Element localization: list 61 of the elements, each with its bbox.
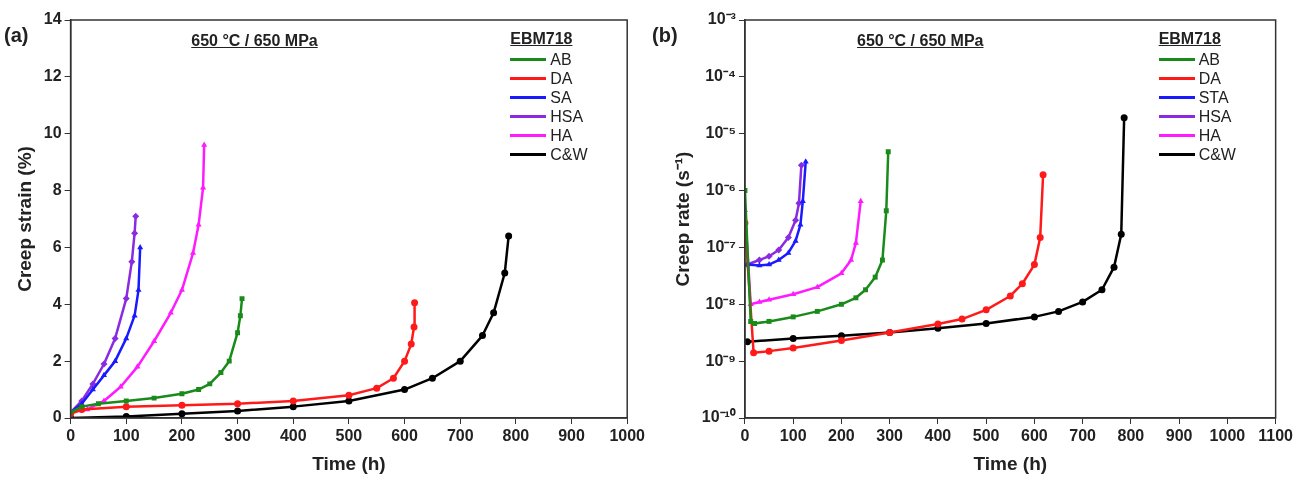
y-tick-label: 14 <box>43 10 62 28</box>
y-tick-label: 12 <box>43 67 62 85</box>
legend-label: DA <box>550 69 573 88</box>
legend-title: EBM718 <box>1158 30 1222 48</box>
legend-label: AB <box>550 50 572 69</box>
y-tick-label: 10⁻³ <box>707 10 736 28</box>
x-tick-label: 0 <box>740 427 750 445</box>
x-tick-label: 400 <box>924 427 952 445</box>
y-tick-label: 10⁻⁵ <box>705 124 736 142</box>
y-tick-label: 10⁻⁸ <box>705 294 736 312</box>
y-axis-title: Creep rate (s⁻¹) <box>671 151 693 287</box>
x-tick-label: 100 <box>112 427 140 445</box>
y-tick-label: 10⁻¹⁰ <box>701 408 736 426</box>
y-tick-label: 10⁻⁴ <box>705 67 736 85</box>
x-tick-label: 800 <box>1117 427 1145 445</box>
legend-label: HSA <box>1198 107 1232 126</box>
x-tick-label: 700 <box>1069 427 1097 445</box>
x-tick-label: 600 <box>391 427 419 445</box>
legend-label: DA <box>1198 69 1221 88</box>
x-tick-label: 1100 <box>1258 427 1294 445</box>
legend-label: HA <box>550 126 573 145</box>
text: 650 °C / 650 MPa <box>857 32 984 50</box>
x-tick-label: 1000 <box>1209 427 1246 445</box>
text: (b) <box>652 24 678 47</box>
x-tick-label: 700 <box>446 427 474 445</box>
x-tick-label: 900 <box>1165 427 1193 445</box>
y-tick-label: 8 <box>52 180 62 198</box>
x-axis-title: Time (h) <box>312 452 386 474</box>
x-tick-label: 1000 <box>609 427 646 445</box>
x-axis-title: Time (h) <box>973 452 1048 474</box>
y-axis-title: Creep strain (%) <box>13 146 35 292</box>
x-tick-label: 500 <box>335 427 363 445</box>
x-tick-label: 200 <box>828 427 855 445</box>
y-tick-label: 10⁻⁷ <box>706 237 736 255</box>
y-tick-label: 10⁻⁶ <box>705 180 736 198</box>
x-tick-label: 300 <box>224 427 252 445</box>
y-tick-label: 4 <box>52 294 62 312</box>
legend-label: HA <box>1198 126 1221 145</box>
legend-label: STA <box>1198 88 1229 107</box>
y-tick-label: 0 <box>52 408 62 426</box>
x-tick-label: 200 <box>168 427 196 445</box>
x-tick-label: 800 <box>502 427 530 445</box>
y-tick-label: 2 <box>52 351 62 369</box>
x-tick-label: 500 <box>972 427 1000 445</box>
text: 650 °C / 650 MPa <box>191 32 318 50</box>
legend-label: AB <box>1198 50 1220 69</box>
legend-label: HSA <box>550 107 584 126</box>
x-tick-label: 900 <box>558 427 585 445</box>
legend-title: EBM718 <box>510 30 574 48</box>
y-tick-label: 10⁻⁹ <box>705 351 736 369</box>
x-tick-label: 300 <box>876 427 904 445</box>
x-tick-label: 600 <box>1021 427 1048 445</box>
x-tick-label: 100 <box>779 427 807 445</box>
y-tick-label: 6 <box>52 237 62 255</box>
text: (a) <box>4 24 29 47</box>
legend-label: C&W <box>1198 145 1236 164</box>
legend-label: SA <box>550 88 572 107</box>
x-tick-label: 0 <box>66 427 76 445</box>
x-tick-label: 400 <box>279 427 307 445</box>
y-tick-label: 10 <box>43 124 62 142</box>
legend-label: C&W <box>550 145 588 164</box>
